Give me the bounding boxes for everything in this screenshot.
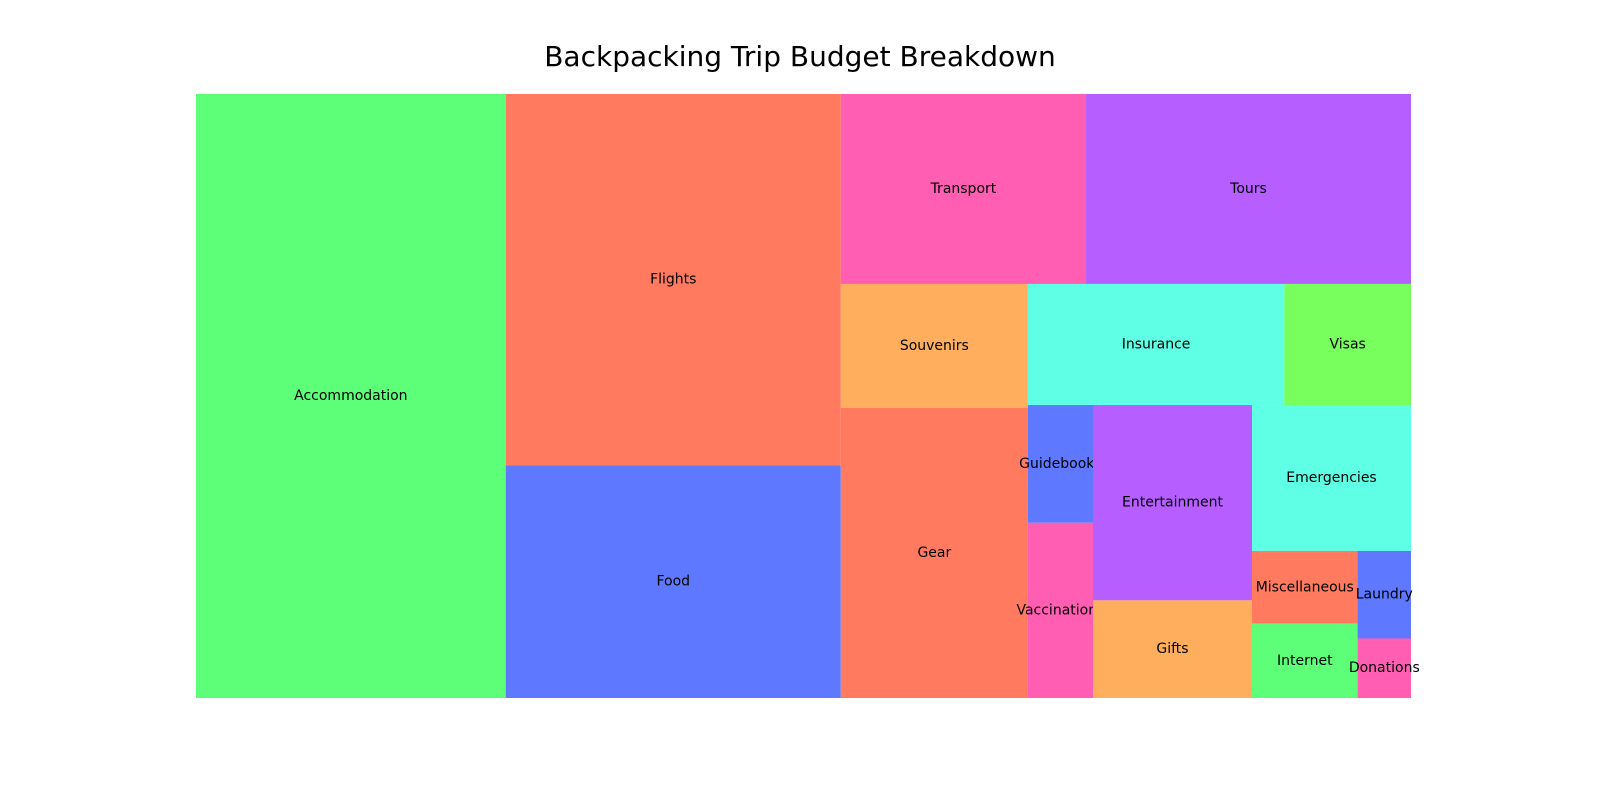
tile-rect-transport (840, 94, 1087, 284)
tile-vaccinations: Vaccinations (1016, 522, 1104, 698)
tile-insurance: Insurance (1027, 283, 1285, 406)
tile-transport: Transport (840, 94, 1087, 284)
tile-souvenirs: Souvenirs (840, 283, 1028, 408)
tile-miscellaneous: Miscellaneous (1252, 550, 1358, 624)
tile-food: Food (505, 465, 841, 698)
tile-label-tours: Tours (1229, 181, 1267, 197)
tile-rect-flights (505, 94, 841, 466)
tile-label-internet: Internet (1277, 653, 1333, 669)
tile-rect-donations (1357, 638, 1411, 698)
tile-rect-souvenirs (840, 283, 1028, 408)
tile-rect-vaccinations (1027, 522, 1093, 698)
tile-tours: Tours (1086, 94, 1411, 284)
tile-rect-emergencies (1252, 405, 1411, 551)
tile-guidebooks: Guidebooks (1019, 405, 1102, 523)
tile-label-guidebooks: Guidebooks (1019, 456, 1102, 472)
tile-rect-insurance (1027, 283, 1285, 406)
tile-rect-laundry (1357, 550, 1411, 639)
tile-entertainment: Entertainment (1093, 405, 1252, 601)
tile-laundry: Laundry (1356, 550, 1413, 639)
tile-label-souvenirs: Souvenirs (900, 338, 969, 354)
tile-label-donations: Donations (1349, 660, 1420, 676)
tile-accommodation: Accommodation (196, 94, 506, 698)
tile-label-gear: Gear (917, 545, 951, 561)
tile-label-emergencies: Emergencies (1286, 470, 1376, 486)
tile-rect-internet (1252, 623, 1358, 698)
tile-emergencies: Emergencies (1252, 405, 1411, 551)
tile-internet: Internet (1252, 623, 1358, 698)
tile-label-laundry: Laundry (1356, 587, 1413, 603)
tile-label-miscellaneous: Miscellaneous (1256, 579, 1354, 595)
tile-rect-food (505, 465, 841, 698)
tile-donations: Donations (1349, 638, 1420, 698)
tile-label-food: Food (656, 574, 690, 590)
tile-flights: Flights (505, 94, 841, 466)
tile-label-flights: Flights (650, 272, 696, 288)
tile-gear: Gear (840, 407, 1028, 698)
tile-rect-gifts (1093, 600, 1252, 698)
chart-title: Backpacking Trip Budget Breakdown (544, 40, 1056, 73)
tile-rect-miscellaneous (1252, 550, 1358, 624)
tile-rect-visas (1284, 283, 1411, 406)
tile-label-visas: Visas (1329, 337, 1365, 353)
tile-visas: Visas (1284, 283, 1411, 406)
tile-rect-tours (1086, 94, 1411, 284)
tile-label-entertainment: Entertainment (1122, 495, 1224, 511)
tile-rect-entertainment (1093, 405, 1252, 601)
tile-label-gifts: Gifts (1156, 641, 1188, 657)
tile-label-vaccinations: Vaccinations (1016, 602, 1104, 618)
tile-label-accommodation: Accommodation (294, 388, 407, 404)
tile-label-transport: Transport (930, 181, 997, 197)
tile-rect-guidebooks (1027, 405, 1093, 523)
tile-rect-gear (840, 407, 1028, 698)
tile-gifts: Gifts (1093, 600, 1252, 698)
tile-rect-accommodation (196, 94, 506, 698)
tile-label-insurance: Insurance (1122, 337, 1191, 353)
